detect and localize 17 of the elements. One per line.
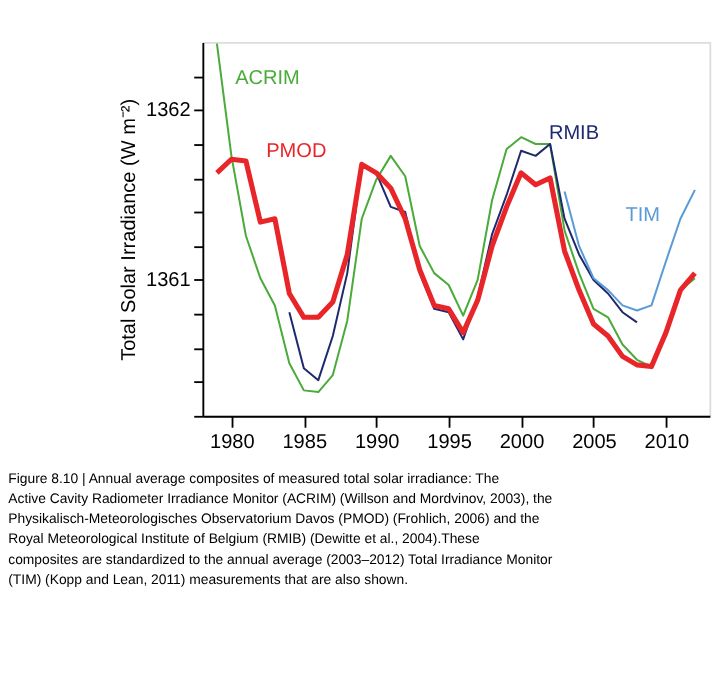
line-series <box>563 188 696 312</box>
line-series <box>214 156 698 370</box>
line-series <box>215 42 696 394</box>
x-tick-label: 2005 <box>572 431 618 454</box>
x-tick-label: 1995 <box>427 431 473 454</box>
x-tick-label: 1990 <box>354 431 401 454</box>
series-label: PMOD <box>266 140 327 163</box>
series-label: TIM <box>625 204 661 227</box>
x-tick-label: 1980 <box>210 431 256 454</box>
x-tick-label: 2010 <box>644 431 691 454</box>
series-label: ACRIM <box>235 67 300 90</box>
series-label: RMIB <box>548 122 600 145</box>
y-tick-label: 1361 <box>146 270 192 293</box>
x-tick-label: 2000 <box>499 431 546 454</box>
x-tick-label: 1985 <box>282 431 328 454</box>
y-axis-title: Total Solar Irradiance (W m⁻²) <box>119 98 142 361</box>
y-tick-label: 1362 <box>146 100 192 123</box>
